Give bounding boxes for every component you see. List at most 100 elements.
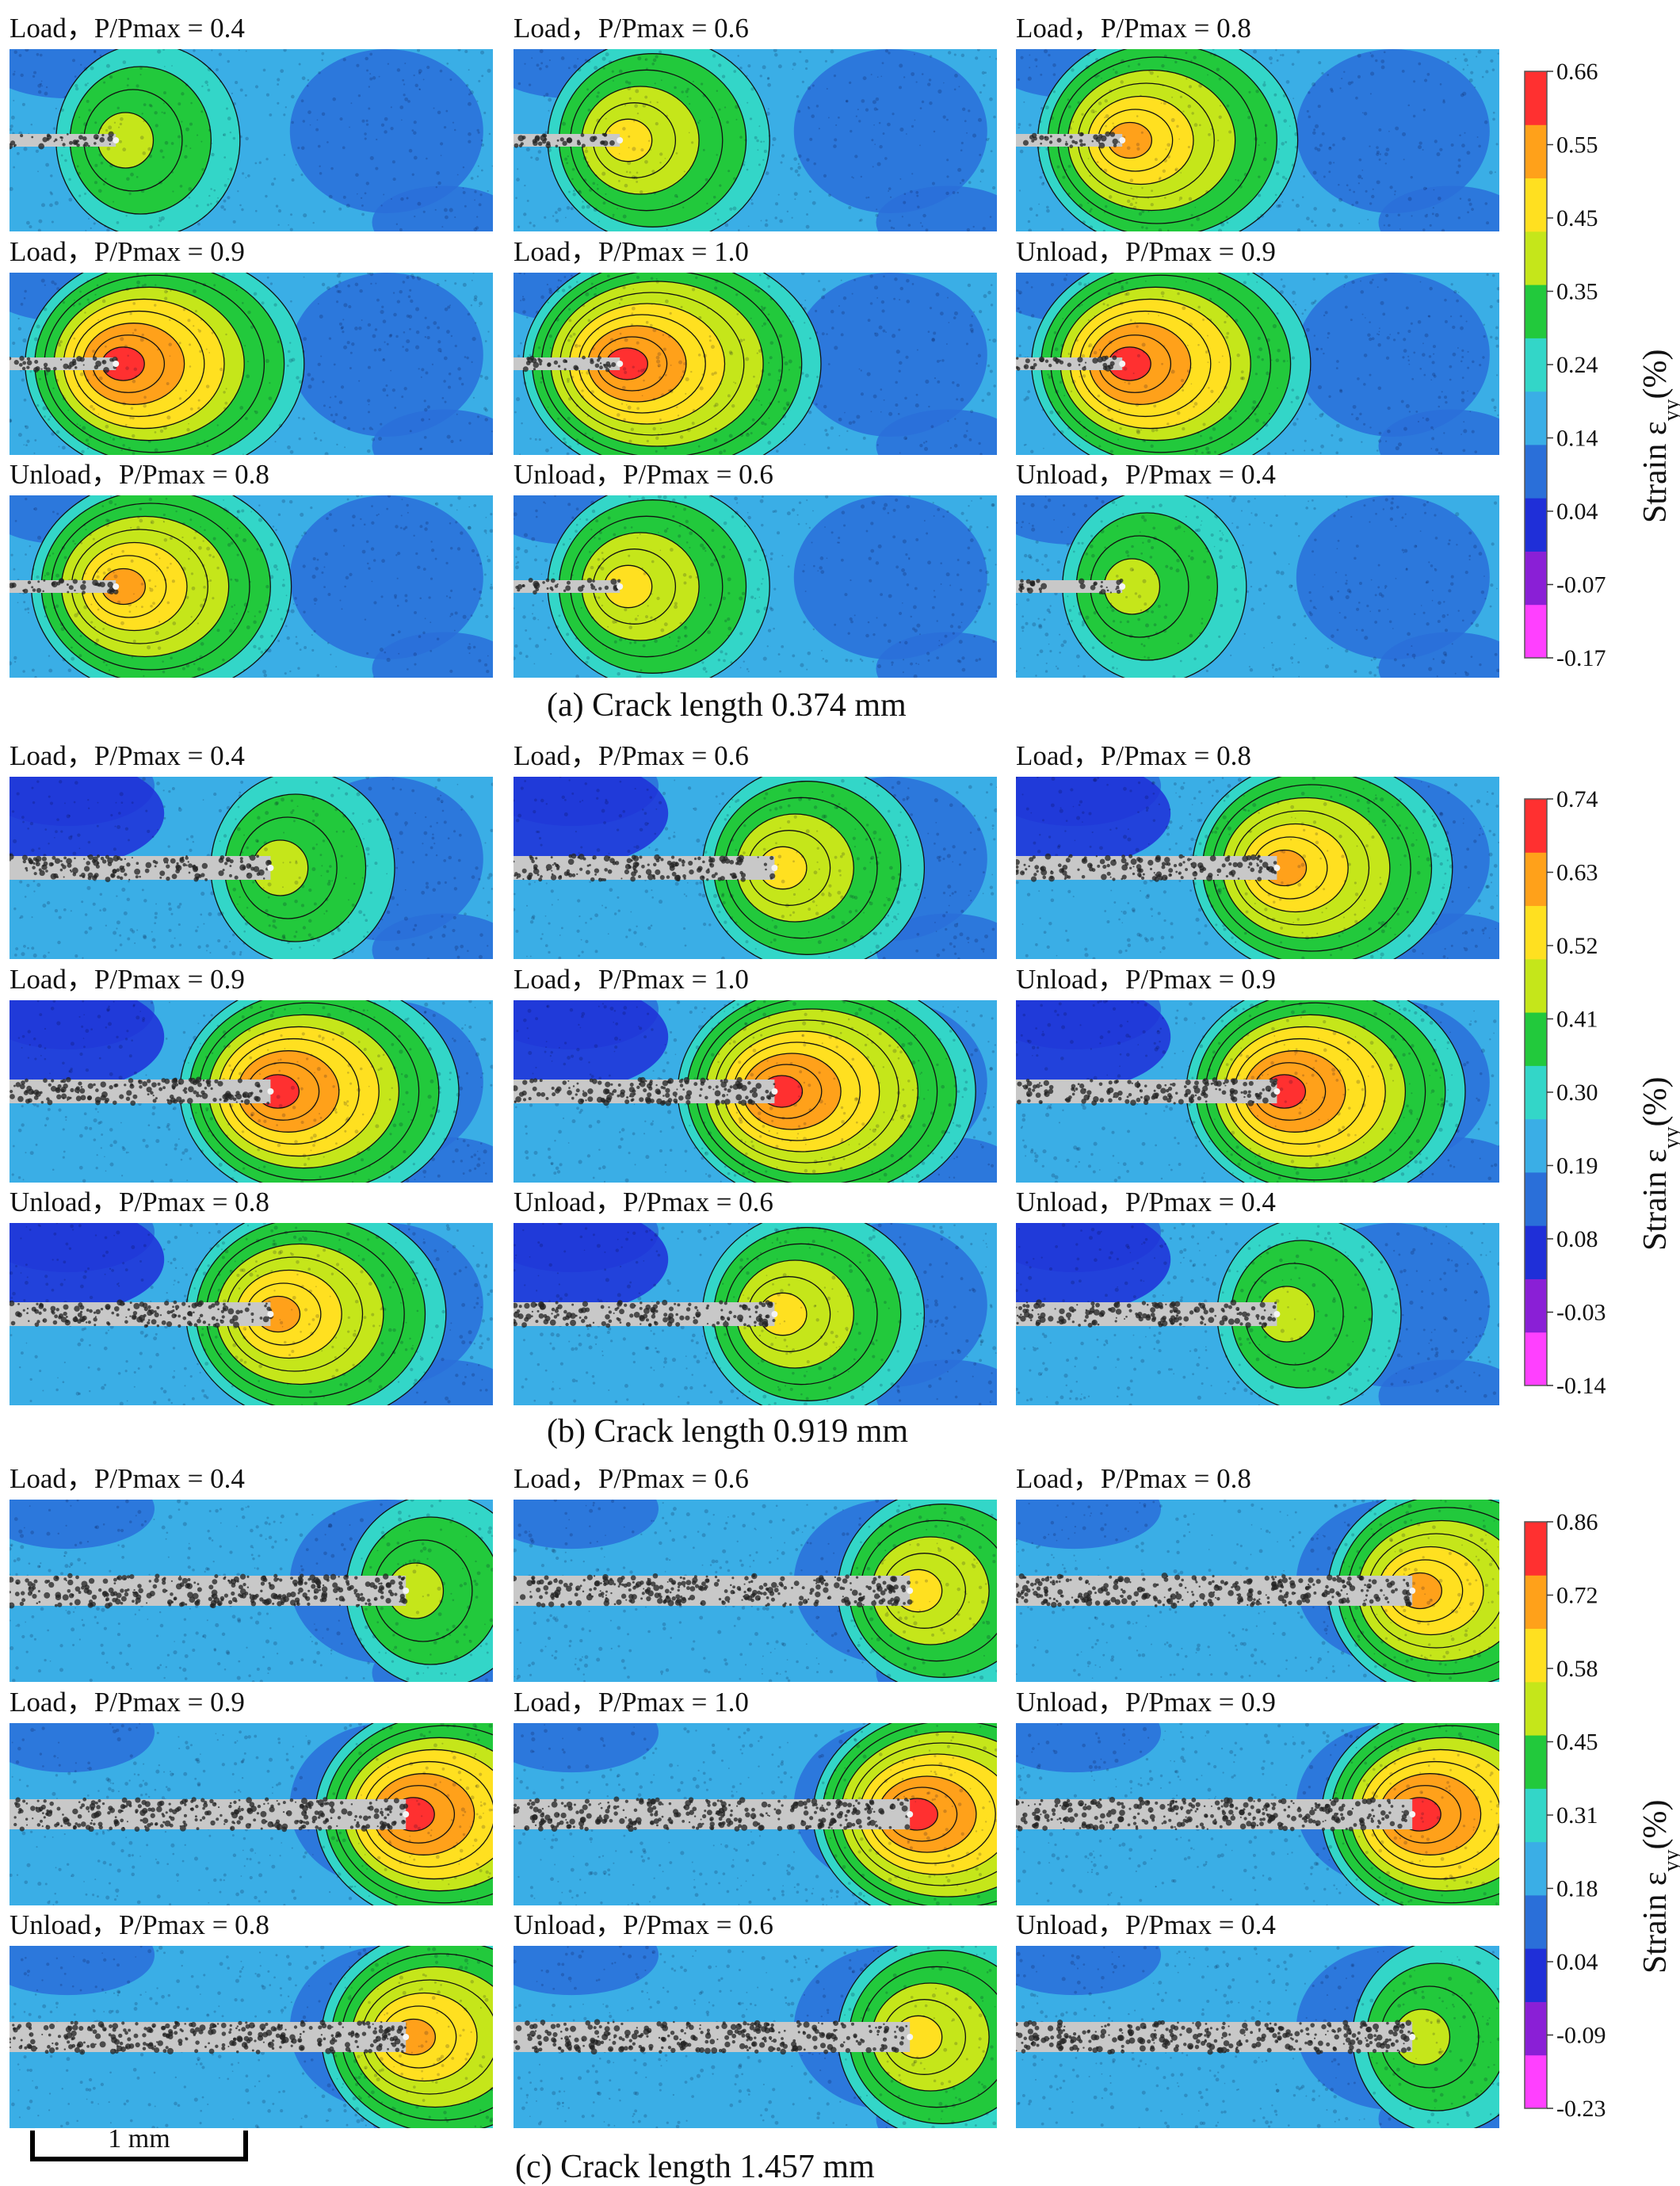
group-caption: (b) Crack length 0.919 mm: [547, 1412, 908, 1450]
colorbar-band: [1525, 231, 1547, 285]
colorbar-tick-label: 0.45: [1556, 205, 1598, 231]
colorbar-band: [1525, 799, 1547, 853]
strain-field-map: [1016, 1223, 1499, 1405]
strain-panel: Unload，P/Pmax = 0.9: [1016, 231, 1499, 455]
colorbar-tick-label: 0.41: [1556, 1007, 1598, 1033]
strain-panel: Load，P/Pmax = 0.6: [514, 736, 997, 959]
strain-field-map: [10, 1723, 493, 1905]
strain-panel: Unload，P/Pmax = 0.4: [1016, 1182, 1499, 1405]
panel-label: Unload，P/Pmax = 0.6: [514, 1905, 773, 1946]
colorbar-band: [1525, 1842, 1547, 1896]
strain-panel: Load，P/Pmax = 1.0: [514, 1682, 997, 1905]
strain-field-map: [10, 1223, 493, 1405]
colorbar-tick-label: 0.86: [1556, 1514, 1598, 1535]
crack-tip: [907, 1811, 913, 1817]
strain-field-map: [1016, 777, 1499, 959]
colorbar-tick-label: 0.14: [1556, 426, 1598, 452]
strain-field-map: [1016, 1000, 1499, 1183]
strain-field-map: [10, 1946, 493, 2128]
crack-tip: [907, 1588, 913, 1594]
panel-label: Load，P/Pmax = 0.4: [10, 1458, 245, 1500]
strain-field-map: [514, 273, 997, 455]
crack-tip: [617, 137, 623, 143]
crack-tip: [267, 1311, 273, 1317]
panel-label: Load，P/Pmax = 0.8: [1016, 736, 1251, 777]
colorbar-band: [1525, 498, 1547, 552]
colorbar-band: [1525, 2001, 1547, 2055]
crack-tip: [403, 1811, 409, 1817]
crack-tip: [1409, 1811, 1415, 1817]
colorbar-tick-label: 0.52: [1556, 933, 1598, 959]
panel-label: Unload，P/Pmax = 0.9: [1016, 959, 1276, 1000]
colorbar-band: [1525, 1682, 1547, 1736]
panel-label: Unload，P/Pmax = 0.4: [1016, 1182, 1276, 1223]
panel-label: Unload，P/Pmax = 0.8: [10, 454, 269, 495]
colorbar-band: [1525, 1575, 1547, 1629]
strain-panel: Load，P/Pmax = 0.4: [10, 736, 493, 959]
panel-label: Unload，P/Pmax = 0.8: [10, 1905, 269, 1946]
strain-panel: Unload，P/Pmax = 0.4: [1016, 454, 1499, 678]
strain-panel: Load，P/Pmax = 0.4: [10, 1458, 493, 1682]
colorbar-title: Strain εyy(%): [1637, 1800, 1680, 1974]
colorbar-band: [1525, 852, 1547, 906]
crack-tip: [1273, 1311, 1280, 1317]
crack-tip: [617, 583, 623, 590]
panel-label: Load，P/Pmax = 0.9: [10, 1682, 245, 1723]
colorbar-tick-label: -0.07: [1556, 572, 1606, 598]
crack-tip: [771, 865, 777, 871]
crack-tip: [1273, 865, 1280, 871]
strain-panel: Load，P/Pmax = 0.6: [514, 1458, 997, 1682]
panel-label: Load，P/Pmax = 1.0: [514, 1682, 749, 1723]
strain-field-map: [514, 1946, 997, 2128]
colorbar-tick-label: 0.45: [1556, 1729, 1598, 1756]
group-caption: (a) Crack length 0.374 mm: [547, 686, 907, 724]
panel-label: Load，P/Pmax = 0.8: [1016, 8, 1251, 49]
strain-panel: Load，P/Pmax = 0.4: [10, 8, 493, 231]
colorbar-band: [1525, 906, 1547, 960]
strain-field-map: [1016, 273, 1499, 455]
crack-tip: [113, 361, 119, 367]
panel-label: Unload，P/Pmax = 0.6: [514, 1182, 773, 1223]
strain-field-map: [10, 49, 493, 231]
colorbar-title: Strain εyy(%): [1637, 350, 1680, 523]
panel-label: Load，P/Pmax = 1.0: [514, 959, 749, 1000]
colorbar-band: [1525, 124, 1547, 178]
colorbar-band: [1525, 1895, 1547, 1949]
colorbar-tick-label: 0.04: [1556, 499, 1598, 525]
panel-label: Load，P/Pmax = 0.4: [10, 8, 245, 49]
colorbar-band: [1525, 551, 1547, 605]
colorbar-band: [1525, 1012, 1547, 1066]
colorbar-title: Strain εyy(%): [1637, 1077, 1680, 1251]
colorbar-band: [1525, 959, 1547, 1013]
strain-panel: Load，P/Pmax = 0.9: [10, 1682, 493, 1905]
colorbar-tick-label: 0.72: [1556, 1583, 1598, 1609]
colorbar-band: [1525, 392, 1547, 445]
strain-field-map: [514, 49, 997, 231]
crack-tip: [113, 137, 119, 143]
panel-label: Load，P/Pmax = 0.9: [10, 959, 245, 1000]
crack-tip: [403, 2034, 409, 2040]
colorbar-tick-label: 0.04: [1556, 1949, 1598, 1975]
strain-field-map: [10, 1500, 493, 1682]
panel-label: Unload，P/Pmax = 0.8: [10, 1182, 269, 1223]
colorbar-band: [1525, 605, 1547, 659]
strain-panel: Load，P/Pmax = 0.9: [10, 231, 493, 455]
colorbar-tick-label: 0.30: [1556, 1080, 1598, 1106]
crack-tip: [267, 865, 273, 871]
strain-field-map: [10, 1000, 493, 1183]
panel-label: Load，P/Pmax = 0.4: [10, 736, 245, 777]
colorbar-tick-label: -0.09: [1556, 2023, 1606, 2049]
colorbar-band: [1525, 178, 1547, 232]
panel-label: Unload，P/Pmax = 0.4: [1016, 1905, 1276, 1946]
colorbar: 0.740.630.520.410.300.190.08-0.03-0.14St…: [1522, 791, 1680, 1425]
panel-label: Unload，P/Pmax = 0.9: [1016, 1682, 1276, 1723]
strain-field-map: [1016, 1500, 1499, 1682]
colorbar-band: [1525, 285, 1547, 338]
crack-tip: [1273, 1088, 1280, 1095]
colorbar-tick-label: 0.19: [1556, 1153, 1598, 1179]
strain-panel: Load，P/Pmax = 0.8: [1016, 1458, 1499, 1682]
colorbar: 0.860.720.580.450.310.180.04-0.09-0.23St…: [1522, 1514, 1680, 2148]
colorbar-band: [1525, 338, 1547, 392]
strain-panel: Unload，P/Pmax = 0.9: [1016, 959, 1499, 1183]
crack-tip: [771, 1311, 777, 1317]
